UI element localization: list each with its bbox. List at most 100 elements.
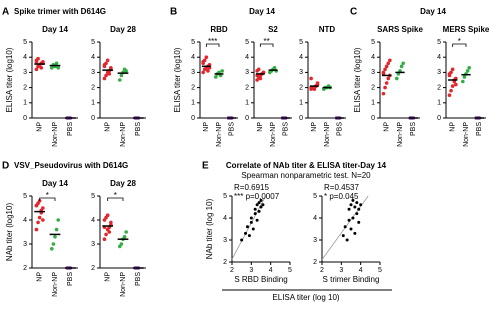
x-tick-label: PBS [476, 122, 483, 136]
y-tick-label: 3 [23, 241, 27, 248]
x-tick-label: Non-NP [120, 122, 127, 147]
group-x-label: ELISA titer (log 10) [272, 293, 339, 302]
panel-letter: E [202, 161, 209, 172]
y-tick-label: 5 [91, 193, 95, 200]
data-point [54, 61, 59, 66]
data-point [118, 78, 122, 82]
y-axis-label: ELISA titer (log10) [353, 47, 362, 112]
data-point [251, 227, 255, 231]
data-point [56, 66, 60, 70]
y-tick-label: 5 [371, 39, 375, 46]
data-point [345, 238, 349, 242]
data-point [357, 207, 361, 211]
data-point [347, 207, 351, 211]
data-point [253, 212, 257, 216]
y-tick-label: 4 [299, 54, 303, 61]
x-tick-label: 4 [269, 267, 273, 274]
panel-title: VSV_Pseudovirus with D614G [14, 161, 128, 170]
data-point [253, 207, 257, 211]
data-point [353, 205, 357, 209]
data-point [34, 59, 39, 64]
significance-label: *** [208, 37, 217, 46]
y-tick-label: 4 [91, 54, 95, 61]
y-tick-label: 2 [371, 84, 375, 91]
y-tick-label: 3 [245, 69, 249, 76]
data-point [50, 66, 54, 70]
y-tick-label: 2 [437, 84, 441, 91]
y-tick-label: 4 [245, 54, 249, 61]
y-tick-label: 0 [371, 115, 375, 122]
y-tick-label: 0 [23, 115, 27, 122]
subtitle: S2 [268, 25, 278, 34]
data-point [386, 76, 391, 81]
significance-bracket [39, 197, 56, 201]
x-tick-label: Non-NP [52, 122, 59, 147]
data-point [201, 59, 205, 64]
x-tick-label: 2 [230, 267, 234, 274]
data-point [214, 75, 218, 79]
data-point [450, 67, 455, 72]
x-tick-label: 3 [339, 267, 343, 274]
data-point [384, 81, 389, 85]
y-tick-label: 2 [313, 259, 317, 266]
panel-title: Day 14 [249, 7, 275, 16]
x-tick-label: NP [37, 122, 44, 132]
y-tick-label: 4 [223, 215, 227, 222]
y-tick-label: 2 [223, 259, 227, 266]
y-tick-label: 2 [299, 84, 303, 91]
data-point [107, 72, 112, 76]
data-point [349, 203, 353, 207]
data-point [353, 231, 357, 235]
y-tick-label: 3 [191, 69, 195, 76]
data-point [204, 55, 209, 59]
x-tick-label: NP [257, 122, 264, 132]
x-axis-label: S trimer Binding [323, 275, 380, 284]
data-point [109, 220, 113, 225]
data-point [50, 247, 54, 251]
data-point [244, 231, 248, 235]
data-point [257, 201, 261, 205]
data-point [449, 88, 453, 93]
significance-bracket [205, 43, 220, 47]
subtitle: MERS Spike [443, 25, 490, 34]
data-point [240, 238, 244, 242]
y-tick-label: 3 [91, 69, 95, 76]
data-point [102, 237, 107, 241]
panel-letter: D [2, 161, 9, 172]
panel-letter: B [170, 7, 177, 18]
data-point [383, 67, 387, 72]
y-tick-label: 5 [245, 39, 249, 46]
x-tick-label: 5 [378, 267, 382, 274]
data-point [309, 76, 313, 81]
x-tick-label: Non-NP [52, 272, 59, 297]
data-point [351, 216, 355, 220]
panel-title: Correlate of NAb titer & ELISA titer-Day… [226, 161, 387, 170]
data-point [51, 242, 56, 246]
y-tick-label: 3 [437, 69, 441, 76]
data-point [122, 235, 127, 239]
y-tick-label: 3 [371, 69, 375, 76]
x-tick-label: Non-NP [463, 122, 470, 147]
y-tick-label: 1 [371, 100, 375, 107]
data-point [255, 218, 259, 222]
y-tick-label: 2 [91, 265, 95, 272]
y-tick-label: 3 [299, 69, 303, 76]
panel-letter: A [2, 7, 9, 18]
y-tick-label: 3 [23, 69, 27, 76]
data-point [34, 67, 39, 72]
data-point [105, 213, 110, 217]
data-point [102, 76, 107, 81]
subtitle: SARS Spike [377, 25, 423, 34]
y-tick-label: 5 [23, 193, 27, 200]
data-point [201, 70, 205, 75]
significance-label: ** [264, 37, 270, 46]
data-point [36, 56, 40, 61]
y-tick-label: 1 [245, 100, 249, 107]
data-point [454, 82, 458, 87]
data-point [249, 216, 253, 220]
subtitle: NTD [319, 25, 336, 34]
data-point [447, 93, 452, 97]
x-tick-label: NP [384, 122, 391, 132]
data-point [41, 218, 45, 222]
significance-bracket [259, 43, 274, 47]
